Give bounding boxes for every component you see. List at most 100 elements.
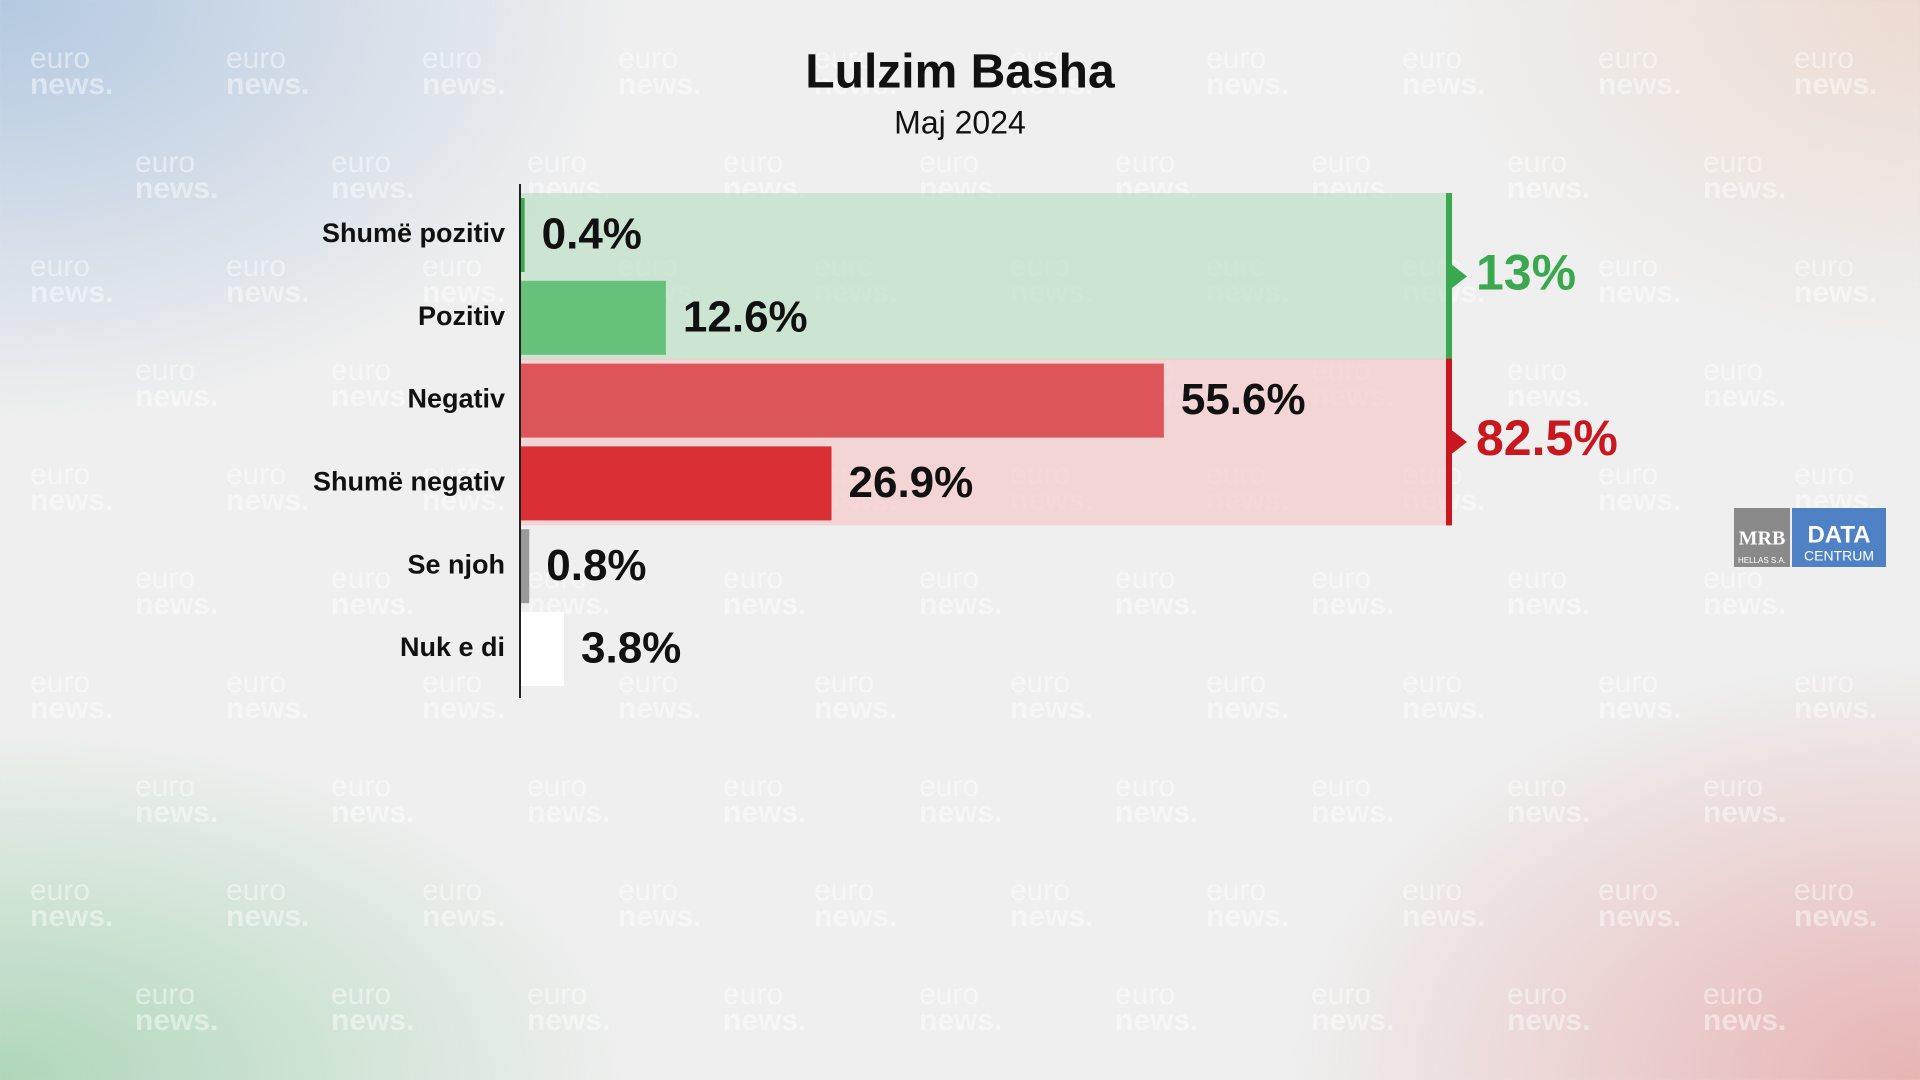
group-marker <box>1449 428 1467 456</box>
watermark-bottom: news. <box>919 1004 1002 1037</box>
watermark-bottom: news. <box>1598 692 1681 725</box>
value-label: 0.4% <box>542 210 642 259</box>
watermark-top: euro <box>814 42 874 75</box>
watermark-top: euro <box>1703 978 1763 1011</box>
bar <box>520 612 565 686</box>
watermark-top: euro <box>1402 666 1462 699</box>
watermark-top: euro <box>1010 874 1070 907</box>
watermark-top: euro <box>1115 562 1175 595</box>
chart-title: Lulzim Basha <box>805 46 1115 99</box>
watermark-layer: euronews.euronews.euronews.euronews.euro… <box>30 42 1877 1037</box>
logo: MRB HELLAS S.A. DATA CENTRUM <box>1734 508 1886 567</box>
watermark-bottom: news. <box>1598 484 1681 517</box>
watermark-bottom: news. <box>1010 68 1093 101</box>
watermark-bottom: news. <box>331 796 414 829</box>
watermark-top: euro <box>723 562 783 595</box>
watermark-bottom: news. <box>1598 68 1681 101</box>
watermark-bottom: news. <box>618 692 701 725</box>
watermark-top: euro <box>919 978 979 1011</box>
watermark-bottom: news. <box>1703 172 1786 205</box>
watermark-top: euro <box>1703 354 1763 387</box>
watermark-top: euro <box>1010 666 1070 699</box>
watermark-bottom: news. <box>30 484 113 517</box>
watermark-top: euro <box>1794 250 1854 283</box>
watermark-top: euro <box>135 770 195 803</box>
watermark-bottom: news. <box>1794 692 1877 725</box>
watermark-top: euro <box>331 562 391 595</box>
watermark-bottom: news. <box>618 68 701 101</box>
watermark-top: euro <box>1794 666 1854 699</box>
plot: 13% 82.5% Shumë pozitiv 0.4% Pozitiv 12.6% Neg… <box>313 184 1618 698</box>
watermark-top: euro <box>30 250 90 283</box>
watermark-top: euro <box>1402 42 1462 75</box>
bar <box>520 529 530 604</box>
watermark-top: euro <box>1507 770 1567 803</box>
watermark-top: euro <box>1703 562 1763 595</box>
bar <box>520 363 1164 438</box>
category-label: Se njoh <box>407 549 505 579</box>
watermark-bottom: news. <box>1703 796 1786 829</box>
watermark-bottom: news. <box>1703 380 1786 413</box>
watermark-bottom: news. <box>331 172 414 205</box>
logo-centrum: CENTRUM <box>1804 548 1874 564</box>
watermark-top: euro <box>814 666 874 699</box>
watermark-top: euro <box>618 666 678 699</box>
category-label: Pozitiv <box>418 301 505 331</box>
watermark-top: euro <box>919 146 979 179</box>
watermark-bottom: news. <box>1010 692 1093 725</box>
watermark-top: euro <box>1010 42 1070 75</box>
watermark-bottom: news. <box>30 692 113 725</box>
watermark-bottom: news. <box>1402 692 1485 725</box>
watermark-top: euro <box>1206 42 1266 75</box>
group-label: 13% <box>1476 245 1576 301</box>
watermark-bottom: news. <box>723 796 806 829</box>
watermark-top: euro <box>1402 874 1462 907</box>
watermark-top: euro <box>226 666 286 699</box>
logo-left-bg <box>1734 508 1790 567</box>
watermark-top: euro <box>226 250 286 283</box>
watermark-top: euro <box>723 770 783 803</box>
watermark-top: euro <box>1311 770 1371 803</box>
watermark-bottom: news. <box>226 68 309 101</box>
watermark-bottom: news. <box>723 588 806 621</box>
watermark-top: euro <box>1115 146 1175 179</box>
watermark-top: euro <box>1206 874 1266 907</box>
watermark-top: euro <box>135 354 195 387</box>
watermark-top: euro <box>618 42 678 75</box>
value-label: 12.6% <box>683 292 808 341</box>
watermark-bottom: news. <box>135 796 218 829</box>
watermark-top: euro <box>1206 666 1266 699</box>
watermark-bottom: news. <box>723 1004 806 1037</box>
watermark-bottom: news. <box>814 900 897 933</box>
watermark-top: euro <box>1311 978 1371 1011</box>
watermark-bottom: news. <box>135 588 218 621</box>
watermark-top: euro <box>331 354 391 387</box>
logo-right-bg <box>1792 508 1886 567</box>
watermark-bottom: news. <box>331 588 414 621</box>
watermark-top: euro <box>919 770 979 803</box>
watermark-top: euro <box>527 146 587 179</box>
watermark-bottom: news. <box>331 1004 414 1037</box>
watermark-top: euro <box>618 874 678 907</box>
watermark-bottom: news. <box>1598 276 1681 309</box>
bar <box>520 198 525 272</box>
watermark-bottom: news. <box>30 68 113 101</box>
watermark-top: euro <box>1115 770 1175 803</box>
watermark-top: euro <box>1703 770 1763 803</box>
watermark-top: euro <box>1507 146 1567 179</box>
watermark-top: euro <box>30 42 90 75</box>
logo-mrb-sub: HELLAS S.A. <box>1738 556 1786 565</box>
watermark-bottom: news. <box>135 380 218 413</box>
watermark-top: euro <box>527 562 587 595</box>
watermark-top: euro <box>422 250 482 283</box>
watermark-top: euro <box>331 978 391 1011</box>
value-label: 55.6% <box>1181 375 1306 424</box>
watermark-bottom: news. <box>1794 900 1877 933</box>
watermark-top: euro <box>1598 666 1658 699</box>
group-label: 82.5% <box>1476 410 1618 466</box>
chart-subtitle: Maj 2024 <box>894 104 1026 140</box>
watermark-top: euro <box>1507 978 1567 1011</box>
watermark-bottom: news. <box>1402 900 1485 933</box>
